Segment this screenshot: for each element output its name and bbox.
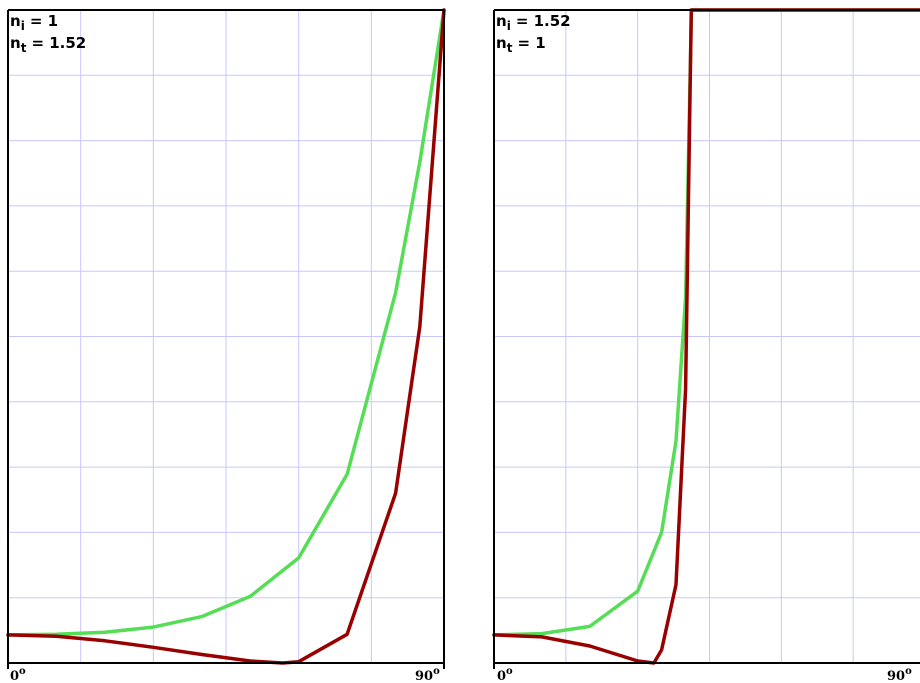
x-tick-max-degree: o bbox=[433, 666, 440, 677]
nt-label: nt = 1 bbox=[496, 34, 546, 55]
gridlines bbox=[494, 10, 920, 663]
parallel-reflectance-line bbox=[6, 8, 446, 637]
ni-label: ni = 1.52 bbox=[496, 12, 571, 33]
x-tick-max-degree: o bbox=[905, 666, 912, 677]
ni-label: ni = 1 bbox=[10, 12, 58, 33]
plot-frame bbox=[7, 9, 445, 669]
chart-panel-incident-glass: ni = 1.52 nt = 1 0o 90o bbox=[492, 8, 920, 683]
x-tick-max-value: 90 bbox=[887, 669, 905, 683]
ni-symbol: n bbox=[10, 12, 21, 30]
nt-value: = 1.52 bbox=[31, 34, 86, 52]
nt-subscript: t bbox=[507, 41, 513, 55]
chart-panel-incident-air: ni = 1 nt = 1.52 0o 90o bbox=[6, 8, 446, 683]
nt-label: nt = 1.52 bbox=[10, 34, 86, 55]
nt-symbol: n bbox=[10, 34, 21, 52]
ni-symbol: n bbox=[496, 12, 507, 30]
curves bbox=[492, 8, 920, 665]
ni-value: = 1.52 bbox=[516, 12, 571, 30]
x-tick-min-degree: o bbox=[19, 666, 26, 677]
nt-value: = 1 bbox=[517, 34, 545, 52]
x-tick-min: 0o bbox=[10, 666, 26, 683]
ni-subscript: i bbox=[507, 19, 511, 33]
x-tick-min-value: 0 bbox=[10, 669, 19, 683]
nt-subscript: t bbox=[21, 41, 27, 55]
ni-value: = 1 bbox=[30, 12, 58, 30]
ni-subscript: i bbox=[21, 19, 25, 33]
x-tick-min-degree: o bbox=[506, 666, 513, 677]
nt-symbol: n bbox=[496, 34, 507, 52]
x-tick-min-value: 0 bbox=[497, 669, 506, 683]
x-tick-max: 90o bbox=[887, 666, 912, 683]
x-tick-max: 90o bbox=[415, 666, 440, 683]
plot-frame bbox=[493, 9, 920, 669]
x-tick-max-value: 90 bbox=[415, 669, 433, 683]
parallel-reflectance-line bbox=[492, 8, 920, 637]
perpendicular-reflectance-line bbox=[492, 8, 920, 665]
gridlines bbox=[8, 10, 444, 663]
x-tick-min: 0o bbox=[497, 666, 513, 683]
